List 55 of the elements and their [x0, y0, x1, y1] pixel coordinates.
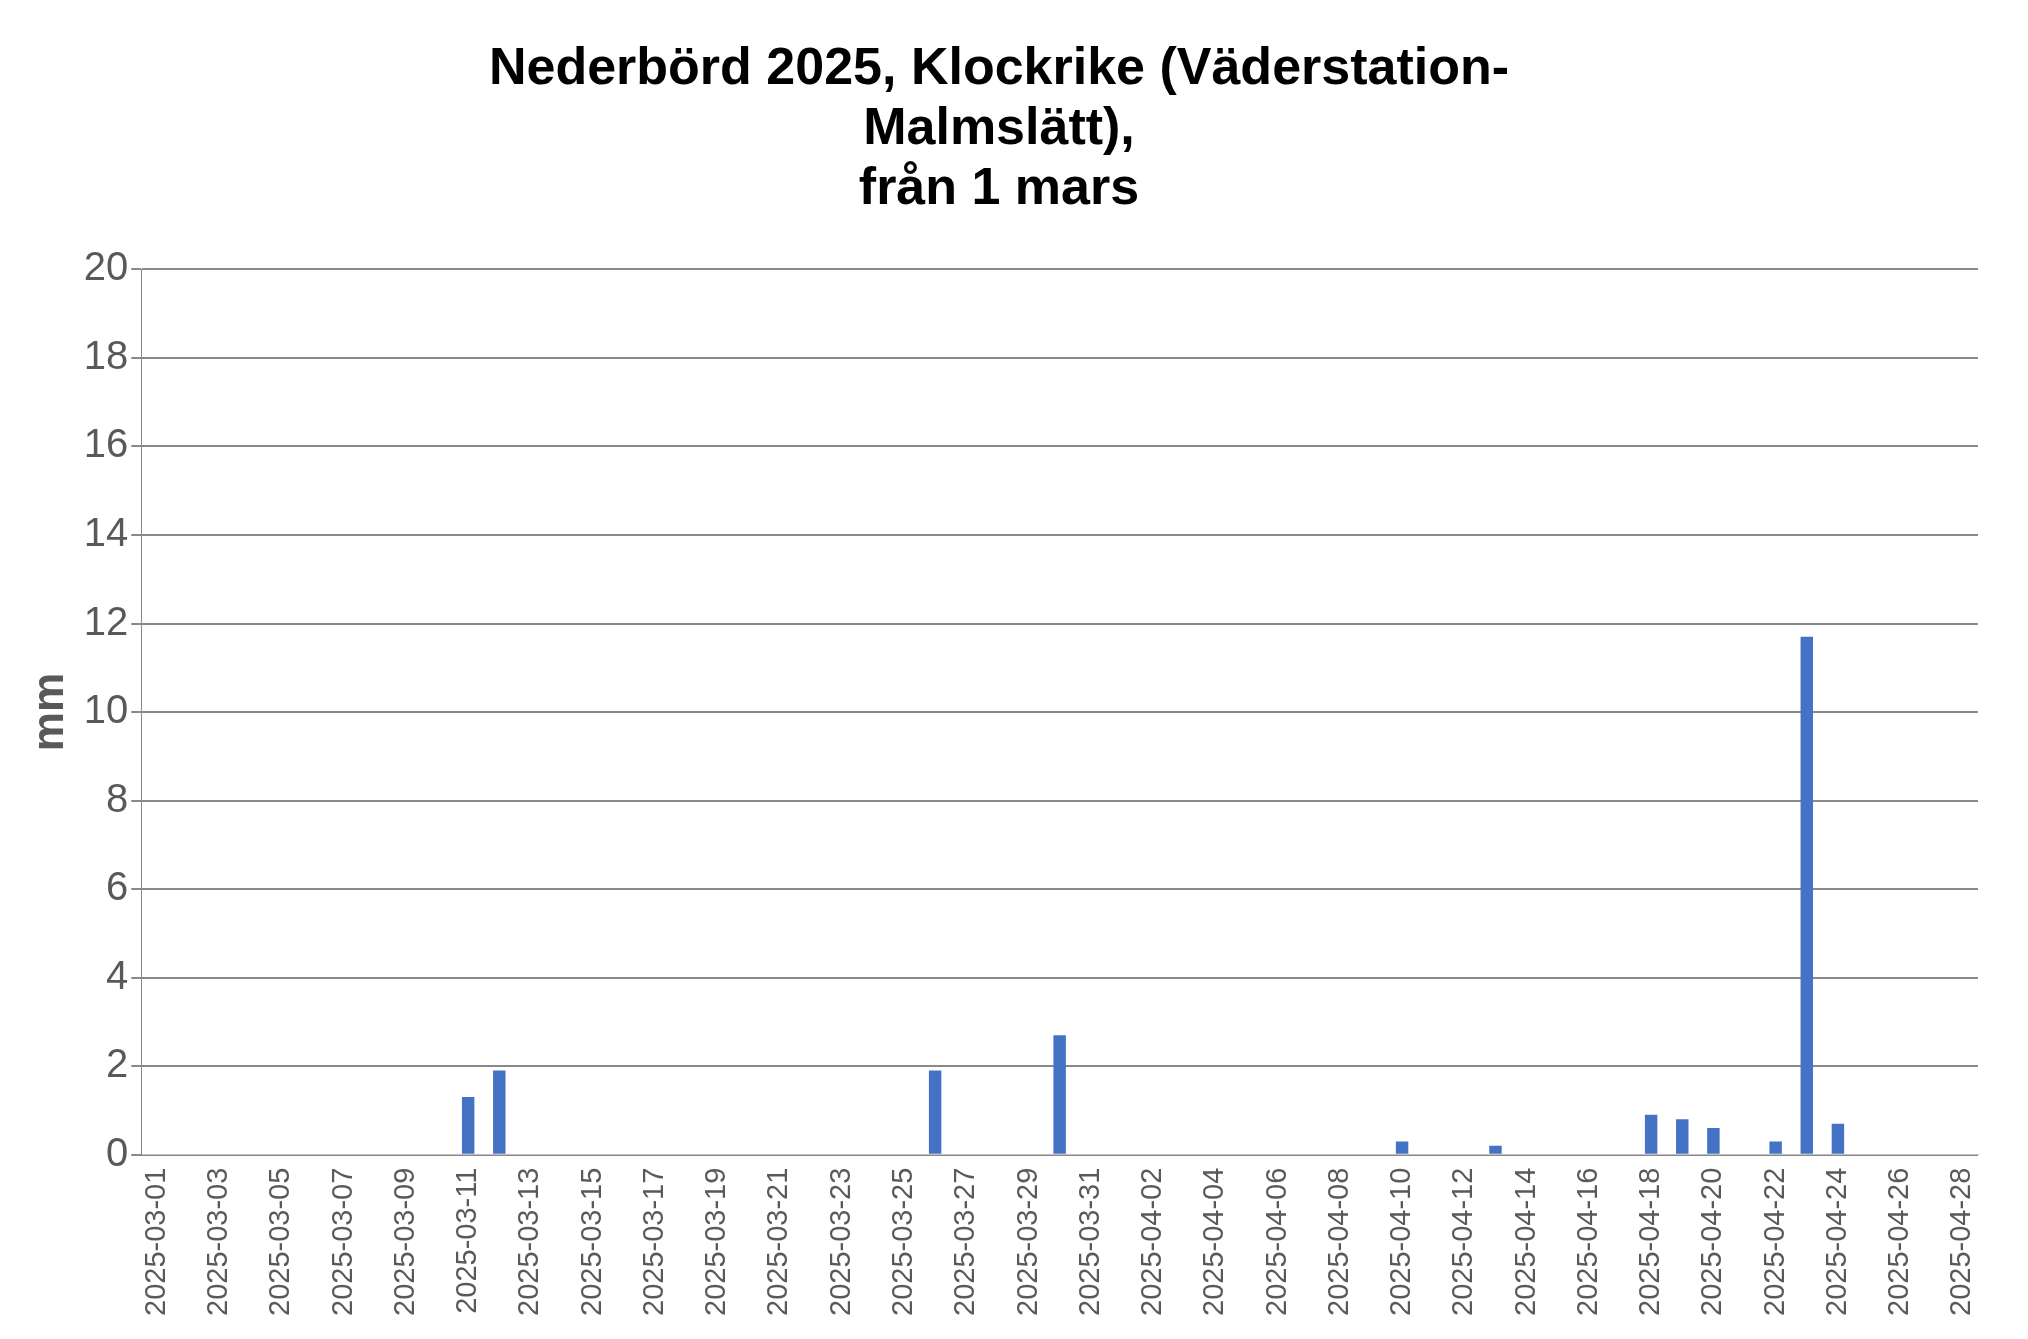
bar [1053, 1035, 1066, 1154]
bar [1831, 1123, 1845, 1154]
x-tick-label: 2025-03-09 [387, 1167, 420, 1316]
y-tick-label: 18 [83, 332, 129, 377]
x-tick-label: 2025-03-11 [450, 1167, 483, 1314]
y-tick-label: 16 [83, 421, 129, 466]
y-tick-label: 4 [106, 952, 129, 997]
x-tick-label: 2025-03-01 [138, 1167, 171, 1316]
y-tick-label: 10 [83, 687, 129, 732]
x-tick-label: 2025-04-02 [1135, 1167, 1168, 1316]
bar [1644, 1114, 1658, 1154]
x-tick-label: 2025-03-21 [761, 1167, 794, 1316]
x-tick-label: 2025-03-17 [636, 1167, 669, 1316]
bar [928, 1070, 942, 1154]
bar [1395, 1141, 1409, 1154]
x-tick-label: 2025-04-20 [1695, 1167, 1728, 1316]
x-tick-label: 2025-03-19 [699, 1167, 732, 1316]
x-tick-label: 2025-04-04 [1197, 1167, 1230, 1316]
x-tick-label: 2025-03-05 [263, 1167, 296, 1316]
bar [1489, 1145, 1502, 1154]
x-tick-label: 2025-04-08 [1321, 1167, 1354, 1316]
x-tick-label: 2025-03-25 [885, 1167, 918, 1316]
x-tick-label: 2025-03-27 [948, 1167, 981, 1316]
y-tick-label: 2 [106, 1041, 129, 1086]
y-tick-label: 20 [83, 244, 129, 289]
bar [1707, 1128, 1720, 1154]
x-tick-label: 2025-04-18 [1633, 1167, 1666, 1316]
bar [493, 1070, 506, 1154]
y-axis-title: mm [22, 672, 72, 752]
bar [461, 1097, 475, 1154]
x-tick-label: 2025-04-12 [1446, 1167, 1479, 1316]
x-tick-label: 2025-03-31 [1072, 1167, 1105, 1316]
x-tick-label: 2025-03-13 [512, 1167, 545, 1316]
x-tick-label: 2025-04-16 [1570, 1167, 1603, 1316]
x-tick-label: 2025-04-22 [1757, 1167, 1790, 1316]
x-tick-label: 2025-04-24 [1819, 1167, 1852, 1316]
x-tick-label: 2025-04-26 [1882, 1167, 1915, 1316]
x-tick-label: 2025-04-14 [1508, 1167, 1541, 1316]
bar [1800, 636, 1814, 1154]
x-tick-label: 2025-03-15 [574, 1167, 607, 1316]
x-tick-label: 2025-03-29 [1010, 1167, 1043, 1316]
x-tick-label: 2025-04-28 [1944, 1167, 1977, 1316]
x-tick-label: 2025-03-03 [201, 1167, 234, 1316]
bar [1676, 1119, 1689, 1154]
y-tick-label: 0 [106, 1129, 129, 1174]
bar [1769, 1141, 1782, 1154]
chart-title: Nederbörd 2025, Klockrike (Väderstation- Malmslätt), från 1 mars [488, 37, 1510, 215]
y-tick-label: 8 [106, 775, 129, 820]
x-tick-label: 2025-03-23 [823, 1167, 856, 1316]
y-tick-label: 12 [83, 598, 129, 643]
y-tick-label: 6 [106, 864, 129, 909]
x-tick-label: 2025-03-07 [325, 1167, 358, 1316]
y-tick-label: 14 [83, 510, 129, 555]
x-tick-label: 2025-04-10 [1384, 1167, 1417, 1316]
x-tick-label: 2025-04-06 [1259, 1167, 1292, 1316]
